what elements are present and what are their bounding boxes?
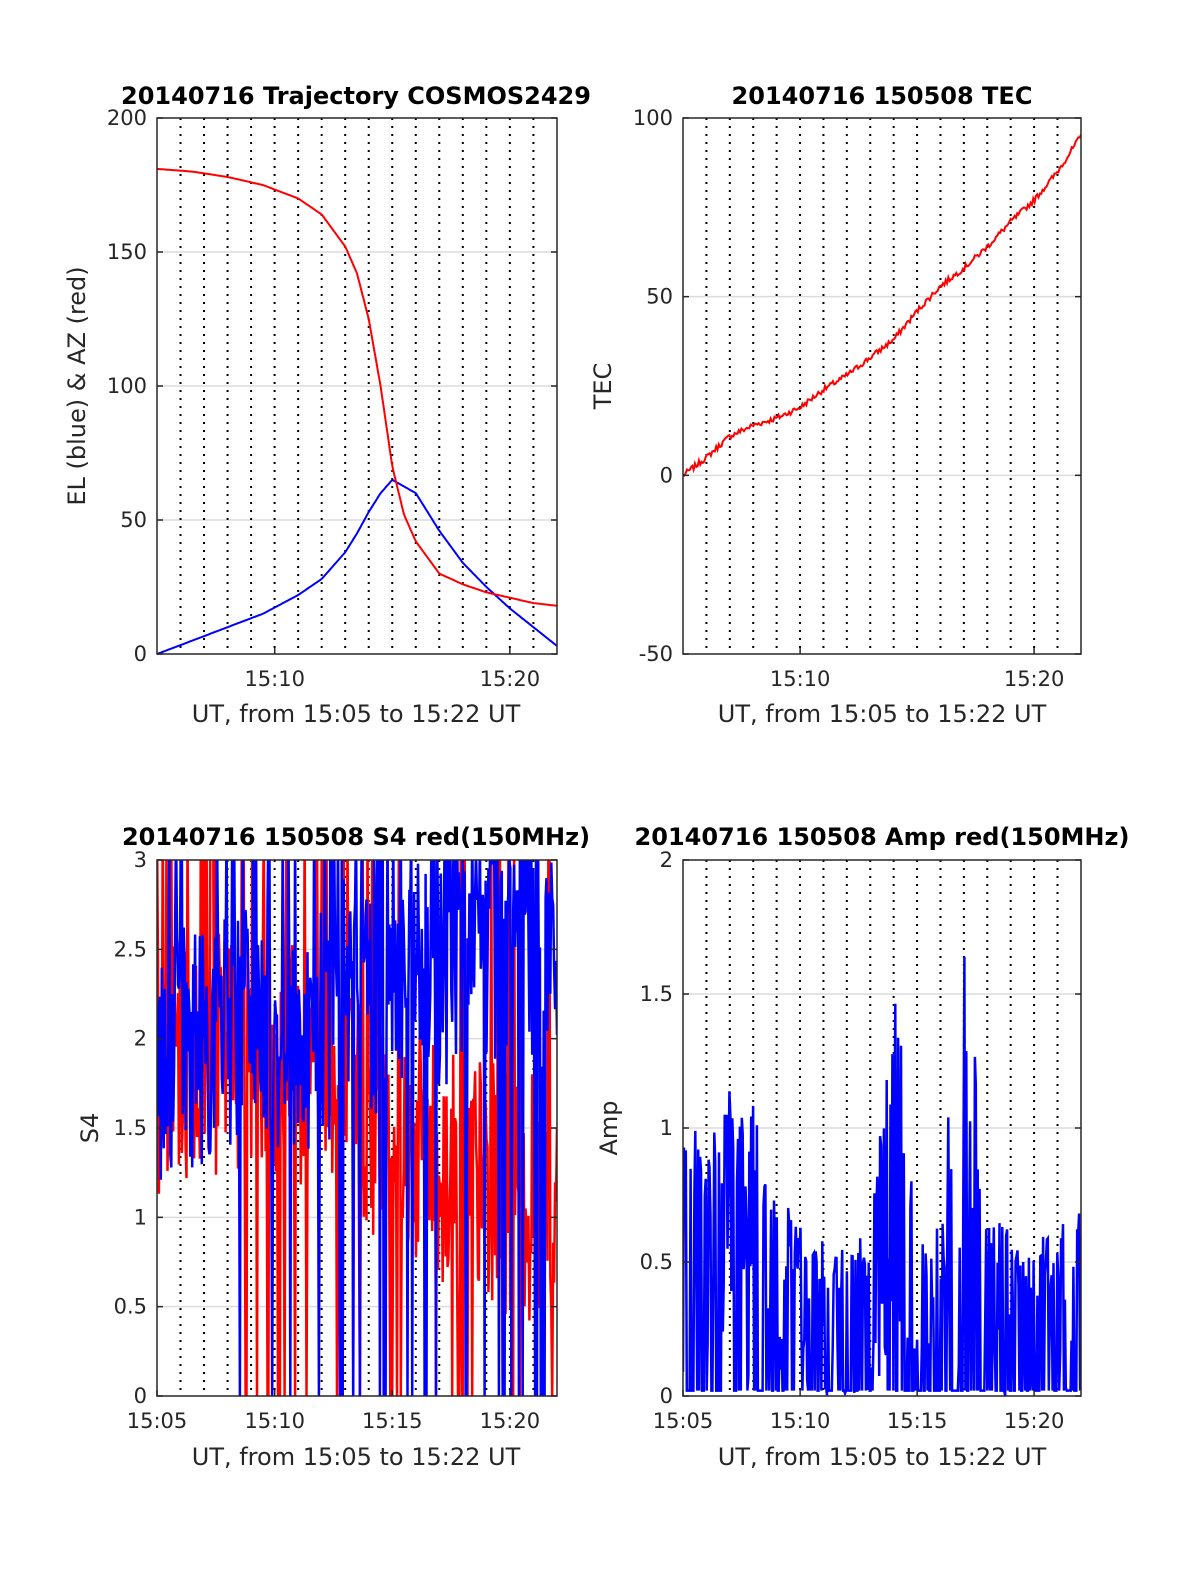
chart-title: 20140716 150508 Amp red(150MHz) [635,823,1130,851]
plot-frame [682,117,1082,655]
y-tick-label: 1.5 [114,1116,147,1140]
series-line-el [157,479,557,654]
x-tick-label: 15:20 [480,1409,541,1433]
series-line-tec [683,134,1081,477]
y-tick-label: 1 [134,1205,147,1229]
y-axis-label: TEC [589,363,617,411]
s4-chart: 20140716 150508 S4 red(150MHz) UT, from … [76,823,590,1471]
y-axis-label: S4 [76,1113,104,1144]
x-tick-label: 15:15 [362,1409,423,1433]
series-line-s4-blue [157,860,557,1396]
y-tick-label: 0 [660,463,673,487]
x-tick-label: 15:20 [1004,667,1065,691]
chart-title: 20140716 150508 S4 red(150MHz) [122,823,590,851]
x-tick-label: 15:10 [244,1409,305,1433]
y-tick-label: 0 [134,642,147,666]
y-tick-label: 2 [134,1027,147,1051]
x-tick-label: 15:15 [887,1409,948,1433]
y-tick-label: 50 [120,508,147,532]
y-tick-label: 0.5 [640,1250,673,1274]
y-tick-label: 100 [107,374,147,398]
y-tick-label: 0 [134,1384,147,1408]
y-tick-label: 2 [660,848,673,872]
y-tick-label: -50 [639,642,673,666]
trajectory-chart: 20140716 Trajectory COSMOS2429 UT, from … [63,82,591,728]
y-tick-label: 150 [107,240,147,264]
y-tick-label: 0.5 [114,1295,147,1319]
y-tick-label: 100 [633,106,673,130]
y-tick-label: 50 [646,285,673,309]
x-tick-label: 15:05 [127,1409,188,1433]
y-axis-label: EL (blue) & AZ (red) [63,266,91,505]
x-tick-label: 15:20 [1004,1409,1065,1433]
x-tick-label: 15:10 [244,667,305,691]
tec-chart: 20140716 150508 TEC UT, from 15:05 to 15… [589,82,1082,728]
x-tick-label: 15:20 [480,667,541,691]
amp-chart: 20140716 150508 Amp red(150MHz) UT, from… [595,823,1129,1471]
y-tick-label: 3 [134,848,147,872]
y-tick-label: 0 [660,1384,673,1408]
y-axis-label: Amp [595,1100,623,1155]
chart-title: 20140716 Trajectory COSMOS2429 [121,82,591,110]
series-line-az [157,167,557,607]
y-tick-label: 1 [660,1116,673,1140]
y-tick-label: 2.5 [114,937,147,961]
chart-title: 20140716 150508 TEC [732,82,1033,110]
x-tick-label: 15:05 [653,1409,714,1433]
series-line-amp [683,956,1081,1396]
x-axis-label: UT, from 15:05 to 15:22 UT [718,700,1047,728]
x-axis-label: UT, from 15:05 to 15:22 UT [718,1443,1047,1471]
x-axis-label: UT, from 15:05 to 15:22 UT [192,700,521,728]
x-axis-label: UT, from 15:05 to 15:22 UT [192,1443,521,1471]
x-tick-label: 15:10 [770,1409,831,1433]
y-tick-label: 1.5 [640,982,673,1006]
y-tick-label: 200 [107,106,147,130]
x-tick-label: 15:10 [770,667,831,691]
